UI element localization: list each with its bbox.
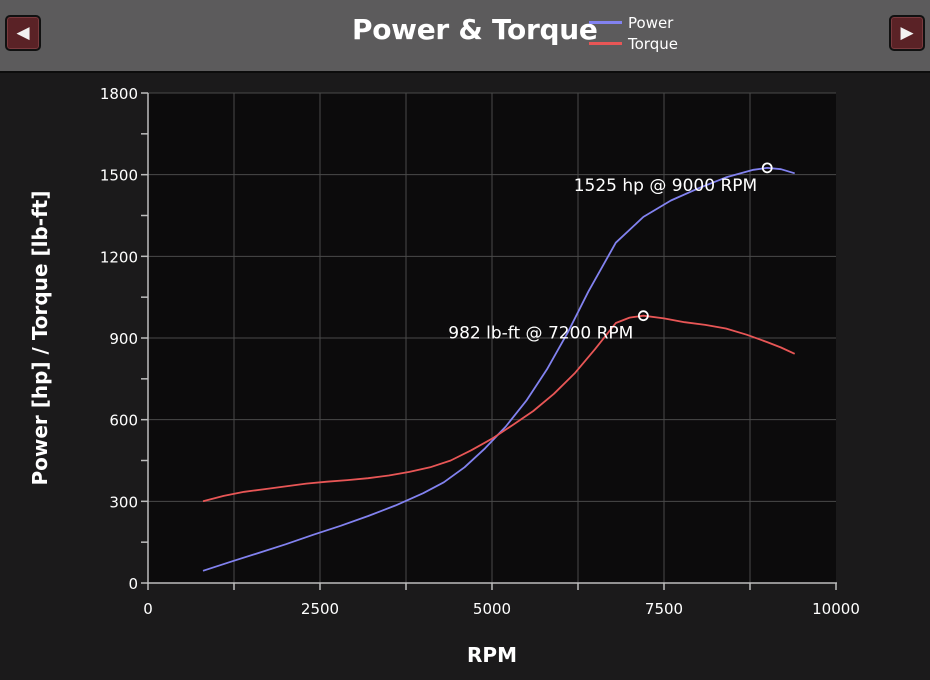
next-button[interactable]: ▶ <box>889 15 925 51</box>
tick-labels: 0 2500 5000 7500 10000 0 300 600 900 1200 1500 1800 <box>100 85 860 618</box>
x-tick-label: 7500 <box>645 600 683 618</box>
page-title: Power & Torque <box>352 13 598 46</box>
legend-swatch-torque <box>589 42 622 45</box>
y-tick-label: 300 <box>109 493 138 511</box>
y-tick-label: 1800 <box>100 85 138 103</box>
y-tick-label: 1500 <box>100 167 138 185</box>
annotation-label-torque: 982 lb-ft @ 7200 RPM <box>448 324 633 344</box>
series-line-power <box>202 166 795 572</box>
header-bar: ◀ Power & Torque Power Torque ▶ <box>0 0 930 73</box>
x-axis-label: RPM <box>467 643 517 667</box>
series-line-torque <box>202 314 796 503</box>
peak-marker-torque <box>637 310 649 322</box>
previous-button[interactable]: ◀ <box>5 15 41 51</box>
x-tick-label: 2500 <box>301 600 339 618</box>
x-tick-label: 10000 <box>812 600 860 618</box>
annotations: 1525 hp @ 9000 RPM 982 lb-ft @ 7200 RPM <box>448 162 773 344</box>
annotation-label-power: 1525 hp @ 9000 RPM <box>574 176 757 196</box>
triangle-left-icon: ◀ <box>16 23 30 43</box>
y-tick-label: 600 <box>109 412 138 430</box>
y-tick-label: 0 <box>128 575 138 593</box>
peak-marker-power <box>761 162 773 174</box>
y-tick-label: 900 <box>109 330 138 348</box>
triangle-right-icon: ▶ <box>900 23 914 43</box>
legend-label-power: Power <box>628 13 674 32</box>
chart-legend: Power Torque <box>589 12 678 54</box>
x-tick-label: 5000 <box>473 600 511 618</box>
legend-swatch-power <box>589 21 622 24</box>
legend-label-torque: Torque <box>628 34 678 53</box>
legend-item-torque: Torque <box>589 33 678 54</box>
y-tick-label: 1200 <box>100 248 138 266</box>
legend-item-power: Power <box>589 12 678 33</box>
x-tick-label: 0 <box>143 600 153 618</box>
axes <box>141 92 837 590</box>
y-axis-label: Power [hp] / Torque [lb-ft] <box>28 190 52 485</box>
series-lines <box>202 166 796 572</box>
grid-lines <box>148 92 836 583</box>
